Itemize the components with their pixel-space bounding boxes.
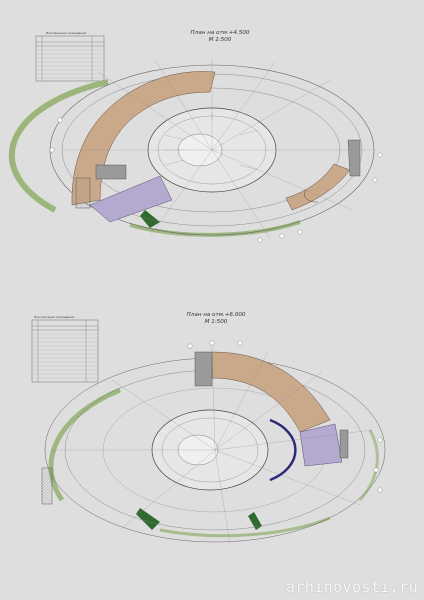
lower-stage-arc — [269, 418, 297, 482]
upper-plan-scale: М 1:500 — [208, 37, 232, 43]
lower-plan-title-text: План на отм.+6.000 — [186, 312, 246, 318]
lower-green-arc-west — [48, 387, 121, 502]
upper-explication-table — [35, 35, 105, 82]
lower-zone-tan — [211, 351, 331, 433]
upper-dark-green-wedge — [140, 210, 160, 228]
upper-plan-title: План на отм.+4.500 М 1:500 — [170, 30, 270, 44]
lower-explication-table — [31, 319, 99, 383]
watermark: arhinovosti.ru — [285, 578, 418, 596]
upper-green-arc-west — [8, 79, 109, 213]
upper-zone-tan-east — [285, 163, 351, 211]
upper-plan — [8, 35, 383, 243]
lower-plan-title: План на отм.+6.000 М 1:500 — [166, 312, 266, 326]
lower-dark-green-wedge — [136, 508, 160, 530]
lower-green-arc-south — [159, 516, 331, 538]
upper-plan-title-text: План на отм.+4.500 — [190, 30, 250, 36]
lower-zone-purple — [299, 423, 343, 467]
lower-plan-scale: М 1:500 — [204, 319, 228, 325]
upper-zone-purple — [89, 175, 173, 223]
upper-table-caption: Экспликация помещений — [46, 31, 87, 35]
lower-table-caption: Экспликация помещений — [34, 315, 75, 319]
lower-plan — [31, 319, 386, 546]
